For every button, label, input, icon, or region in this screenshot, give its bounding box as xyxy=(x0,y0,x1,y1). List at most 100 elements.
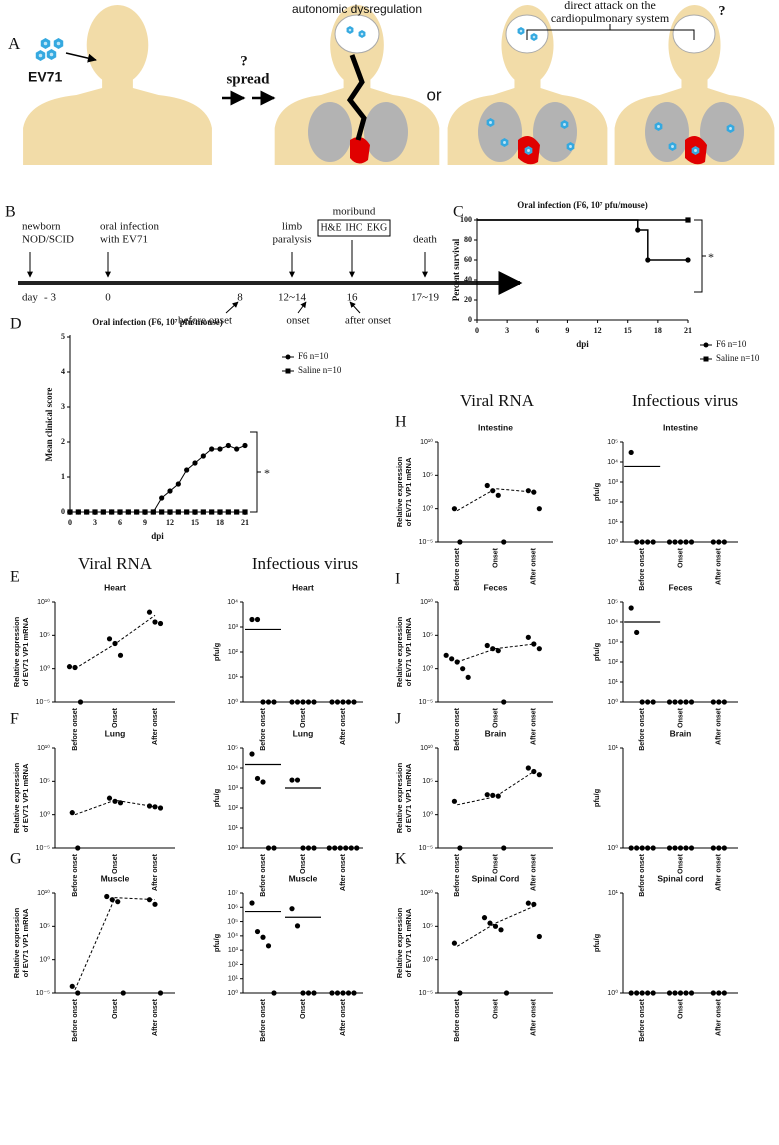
label: IHC xyxy=(345,222,363,233)
label: 0 xyxy=(68,518,72,527)
label: Viral RNA xyxy=(78,554,153,573)
axes xyxy=(476,218,688,321)
label: pfu/g xyxy=(592,788,601,807)
data-point xyxy=(265,699,272,705)
label: 10¹⁰ xyxy=(420,744,433,752)
data-point xyxy=(683,699,689,705)
data-point xyxy=(117,652,124,658)
label: of EV71 VP1 mRNA xyxy=(21,617,30,686)
virus-icon xyxy=(40,38,51,49)
data-point xyxy=(672,845,678,851)
label: day xyxy=(22,292,38,304)
label: 10¹⁰ xyxy=(420,438,433,446)
label: 10⁻⁵ xyxy=(419,699,433,706)
label: Onset xyxy=(677,853,684,874)
label: 10⁰ xyxy=(227,989,238,997)
data-point xyxy=(498,927,504,933)
label: H xyxy=(395,414,407,431)
label: 10⁰ xyxy=(227,698,238,706)
data-point xyxy=(311,699,317,705)
data-point xyxy=(710,539,716,545)
label: 3 xyxy=(505,326,509,335)
label: After onset xyxy=(152,707,159,745)
data-point xyxy=(305,990,312,996)
data-point xyxy=(443,652,449,658)
label: 10¹ xyxy=(228,825,239,832)
label: 10⁷ xyxy=(228,890,239,897)
label: 10⁰ xyxy=(39,665,50,673)
label: Relative expression xyxy=(12,616,21,687)
label: 10⁰ xyxy=(422,811,433,819)
data-point xyxy=(152,619,158,625)
marker xyxy=(217,446,223,452)
label: B xyxy=(5,204,16,221)
label: After onset xyxy=(716,853,723,891)
data-point xyxy=(305,845,312,851)
data-point xyxy=(639,699,645,705)
assay-box xyxy=(317,219,391,237)
data-point xyxy=(683,845,689,851)
lung xyxy=(533,102,577,162)
lung xyxy=(478,102,522,162)
label: 0 xyxy=(61,507,65,516)
score-line xyxy=(70,444,246,513)
data-point xyxy=(484,792,490,798)
label: 18 xyxy=(654,326,662,335)
label: moribund xyxy=(333,206,376,218)
label: Onset xyxy=(677,547,684,568)
data-point xyxy=(249,616,255,623)
label: Saline n=10 xyxy=(716,353,760,363)
data-point xyxy=(157,805,164,811)
legend-marker xyxy=(285,354,291,360)
marker xyxy=(175,481,181,487)
label: I xyxy=(395,571,400,588)
data-point xyxy=(294,777,301,783)
label: 10⁴ xyxy=(607,459,618,466)
label: 10⁰ xyxy=(39,811,50,819)
lung xyxy=(700,102,744,162)
data-point xyxy=(710,699,716,705)
label: After onset xyxy=(716,707,723,745)
label: 60 xyxy=(464,255,472,264)
data-point xyxy=(254,928,261,935)
data-point xyxy=(72,664,78,671)
label: before onset xyxy=(178,315,232,327)
data-point xyxy=(152,804,158,810)
label: Onset xyxy=(112,998,119,1019)
label: Onset xyxy=(300,853,307,874)
label: 10¹⁰ xyxy=(420,598,433,606)
label: 10⁵ xyxy=(227,918,238,925)
label: Before onset xyxy=(454,998,461,1041)
data-point xyxy=(345,699,352,705)
label: Onset xyxy=(492,547,499,568)
axes xyxy=(242,602,363,703)
label: pfu/g xyxy=(212,788,221,807)
label: Saline n=10 xyxy=(298,365,342,375)
axes xyxy=(437,602,553,703)
marker xyxy=(685,257,691,263)
data-point xyxy=(634,845,640,851)
marker xyxy=(134,509,140,515)
label: onset xyxy=(286,315,309,327)
marker xyxy=(167,488,173,494)
label: 10⁰ xyxy=(607,538,618,546)
data-point xyxy=(650,539,656,545)
data-point xyxy=(69,983,75,989)
data-point xyxy=(265,845,272,851)
mean-line xyxy=(456,488,534,512)
data-point xyxy=(289,699,295,705)
data-point xyxy=(503,990,510,996)
label: After onset xyxy=(340,998,347,1036)
label: Feces xyxy=(483,582,507,592)
marker xyxy=(125,509,131,515)
label: J xyxy=(395,711,401,728)
label: of EV71 VP1 mRNA xyxy=(21,763,30,832)
event-arrows xyxy=(27,240,428,314)
brain xyxy=(334,14,380,54)
data-point xyxy=(451,798,458,804)
marker xyxy=(645,257,651,263)
data-point xyxy=(146,609,153,615)
data-point xyxy=(451,506,458,512)
data-point xyxy=(351,990,357,996)
label: Intestine xyxy=(663,422,698,432)
